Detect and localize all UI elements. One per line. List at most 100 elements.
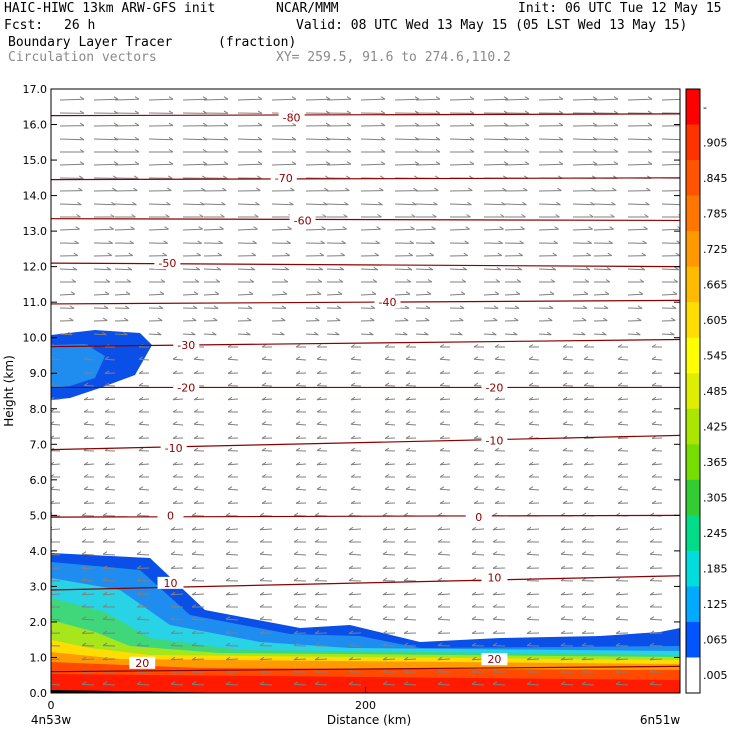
vector-arrow xyxy=(348,669,361,673)
vector-arrow xyxy=(295,486,307,491)
vector-arrow xyxy=(326,266,345,271)
vector-arrow xyxy=(114,110,140,114)
vector-arrow xyxy=(661,240,680,244)
vector-arrow xyxy=(191,630,205,634)
vector-arrow xyxy=(593,122,619,127)
vector-arrow xyxy=(360,331,374,336)
contour-label-bg xyxy=(160,441,187,454)
vector-arrow xyxy=(326,201,349,206)
vector-arrow xyxy=(360,252,380,257)
contour-label: -20 xyxy=(485,381,503,394)
vector-arrow xyxy=(562,447,574,452)
vector-arrow xyxy=(415,187,439,192)
vector-arrow xyxy=(237,240,257,244)
vector-arrow xyxy=(649,604,662,608)
contour-label: 0 xyxy=(167,509,174,522)
vector-arrow xyxy=(295,435,307,439)
vector-arrow xyxy=(504,252,524,257)
colorbar-label: .425 xyxy=(703,421,728,434)
vector-arrow xyxy=(59,136,85,141)
vector-arrow xyxy=(395,149,420,153)
vector-arrow xyxy=(394,187,418,192)
vector-arrow xyxy=(225,656,239,661)
vector-arrow xyxy=(405,344,416,348)
contour-label-bg xyxy=(278,111,305,124)
vector-arrow xyxy=(102,565,116,569)
vector-arrow xyxy=(114,122,140,127)
vector-arrow xyxy=(593,161,619,166)
vector-arrow xyxy=(316,500,328,504)
vector-arrow xyxy=(170,630,184,634)
y-axis-label: Height (km) xyxy=(2,355,16,426)
vector-arrow xyxy=(203,252,223,257)
vector-arrow xyxy=(615,604,628,608)
vector-arrow xyxy=(484,214,505,218)
vector-arrow xyxy=(505,214,526,218)
contour-label-bg xyxy=(481,381,508,394)
vector-arrow xyxy=(295,447,307,452)
vector-arrow xyxy=(617,370,629,374)
vector-arrow xyxy=(203,317,218,322)
vector-arrow xyxy=(172,486,184,491)
vector-arrow xyxy=(449,240,469,244)
vector-arrow xyxy=(102,591,116,596)
vector-arrow xyxy=(271,305,287,309)
vector-arrow xyxy=(93,226,114,231)
vector-arrow xyxy=(384,474,395,478)
contour-label-bg xyxy=(173,338,200,351)
vector-arrow xyxy=(148,110,174,114)
field-units: (fraction) xyxy=(218,35,297,50)
vector-arrow xyxy=(104,474,115,478)
vector-arrow xyxy=(593,187,617,192)
colorbar-swatch xyxy=(686,408,700,445)
vector-arrow xyxy=(93,305,109,309)
vector-arrow xyxy=(439,382,451,387)
vector-arrow xyxy=(403,604,416,608)
vector-arrow xyxy=(403,681,417,686)
vector-arrow xyxy=(504,96,530,101)
vector-arrow xyxy=(81,551,95,556)
vector-arrow xyxy=(170,591,184,596)
vector-arrow xyxy=(382,669,395,673)
vector-arrow xyxy=(360,161,386,166)
vector-arrow xyxy=(295,474,306,478)
vector-arrow xyxy=(237,110,263,114)
vector-arrow xyxy=(182,110,208,114)
vector-arrow xyxy=(170,616,184,621)
vector-arrow xyxy=(581,616,595,621)
vector-arrow xyxy=(170,604,183,608)
vector-arrow xyxy=(449,96,475,101)
vector-arrow xyxy=(83,435,95,439)
vector-arrow xyxy=(615,591,629,596)
vector-arrow xyxy=(572,252,592,257)
vector-arrow xyxy=(305,240,325,244)
vector-arrow xyxy=(628,149,653,153)
vector-arrow xyxy=(237,317,252,322)
vector-arrow xyxy=(81,630,95,634)
vector-arrow xyxy=(237,331,251,336)
colorbar-frame xyxy=(685,88,701,694)
vector-arrow xyxy=(148,331,162,336)
vector-arrow xyxy=(293,539,306,543)
vector-arrow xyxy=(238,149,263,153)
vector-arrow xyxy=(183,279,200,283)
vector-arrow xyxy=(326,136,352,141)
temperature-contour xyxy=(51,575,680,591)
vector-arrow xyxy=(261,435,273,439)
vector-arrow xyxy=(449,305,465,309)
vector-arrow xyxy=(504,136,530,141)
vector-arrow xyxy=(293,565,307,569)
vector-arrow xyxy=(538,136,564,141)
vector-arrow xyxy=(227,356,239,361)
vector-arrow xyxy=(182,187,206,192)
tracer-band xyxy=(51,344,105,388)
vector-arrow xyxy=(415,266,434,271)
vector-arrow xyxy=(449,331,463,336)
vector-arrow xyxy=(526,551,540,556)
vector-arrow xyxy=(102,681,116,686)
vector-arrow xyxy=(114,187,138,192)
vector-arrow xyxy=(360,187,384,192)
vector-arrow xyxy=(560,616,574,621)
vector-arrow xyxy=(394,136,420,141)
vector-arrow xyxy=(172,435,184,439)
